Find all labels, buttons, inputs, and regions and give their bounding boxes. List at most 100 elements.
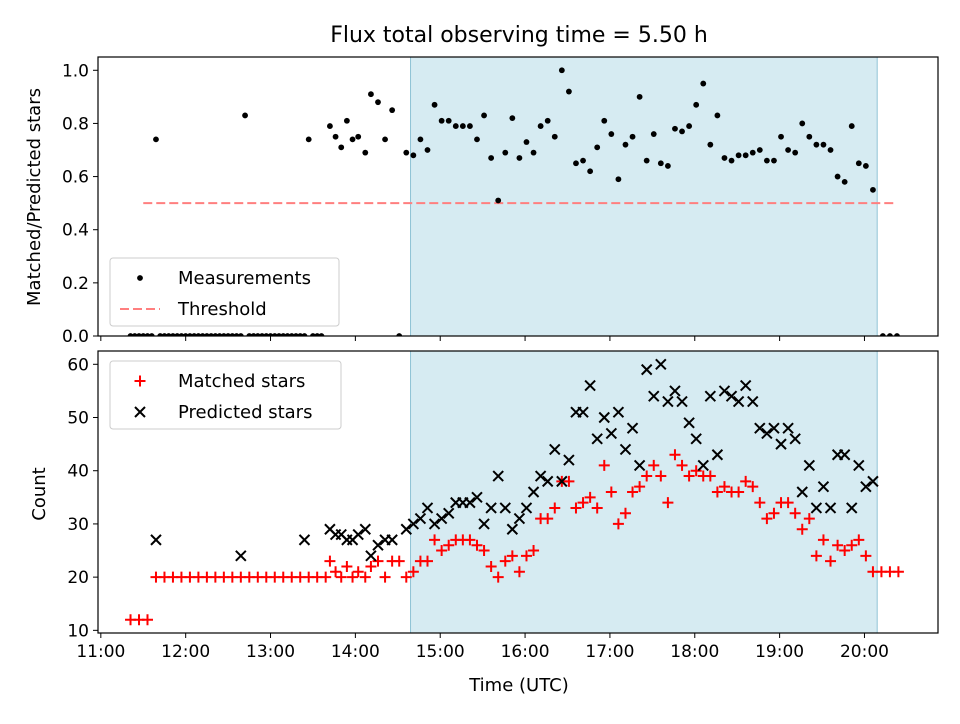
measurement-point <box>343 117 350 124</box>
bottom-legend-label: Predicted stars <box>178 402 312 423</box>
measurement-point <box>452 123 459 129</box>
top-y-tick-label: 0.6 <box>62 168 89 188</box>
measurement-point <box>362 149 369 156</box>
matched-stars-point <box>782 497 794 509</box>
matched-stars-point <box>892 566 904 578</box>
matched-stars-point <box>704 470 716 482</box>
predicted-stars-point <box>775 438 787 450</box>
matched-stars-point <box>563 475 575 487</box>
predicted-stars-point <box>640 363 653 376</box>
measurement-point <box>763 157 770 164</box>
matched-stars-point <box>513 566 525 578</box>
measurement-point <box>742 152 749 159</box>
measurement-point <box>438 117 445 124</box>
predicted-stars-point <box>853 459 865 472</box>
measurement-point <box>516 155 523 161</box>
predicted-stars-point <box>711 449 724 461</box>
predicted-stars-point <box>796 486 808 498</box>
matched-stars-point <box>817 534 829 546</box>
predicted-stars-point <box>527 486 540 498</box>
predicted-stars-point <box>789 433 801 445</box>
measurement-point <box>403 149 410 156</box>
matched-stars-point <box>492 571 504 583</box>
matched-stars-point <box>768 507 780 519</box>
predicted-stars-point <box>298 534 311 546</box>
top-legend-marker <box>137 275 143 281</box>
measurement-point <box>327 123 333 129</box>
matched-stars-point <box>676 459 688 471</box>
predicted-stars-point <box>549 443 561 456</box>
measurement-point <box>650 131 657 137</box>
measurement-point <box>629 133 636 140</box>
measurement-point <box>841 178 848 185</box>
measurement-point <box>459 123 466 129</box>
predicted-stars-point <box>372 539 384 551</box>
matched-stars-point <box>141 614 153 626</box>
measurement-point <box>417 136 424 143</box>
predicted-stars-point <box>697 459 709 472</box>
measurement-point <box>679 128 685 135</box>
matched-stars-point <box>612 518 624 530</box>
measurement-point <box>820 141 827 148</box>
measurement-point <box>813 141 820 148</box>
matched-stars-point <box>393 555 405 567</box>
matched-stars-point <box>619 507 631 519</box>
measurement-point <box>587 168 594 175</box>
matched-stars-point <box>372 555 384 567</box>
measurement-point <box>879 333 886 336</box>
matched-stars-point <box>584 491 596 503</box>
measurement-point <box>862 163 869 169</box>
measurement-point <box>700 80 707 87</box>
predicted-stars-point <box>464 496 476 509</box>
measurement-point <box>355 133 362 140</box>
measurement-point <box>693 101 700 108</box>
matched-stars-point <box>634 481 646 493</box>
bottom-x-tick-label: 18:00 <box>670 642 719 662</box>
matched-stars-point <box>341 560 353 572</box>
predicted-stars-point <box>704 390 717 402</box>
bottom-y-tick-label: 40 <box>67 462 89 482</box>
matched-stars-point <box>853 534 865 546</box>
measurement-point <box>594 144 601 151</box>
predicted-stars-point <box>534 470 547 482</box>
predicted-stars-point <box>817 480 830 493</box>
measurement-point <box>756 147 763 153</box>
bottom-y-tick-label: 50 <box>67 409 89 429</box>
measurement-point <box>566 88 572 95</box>
matched-stars-point <box>846 539 858 551</box>
predicted-stars-point <box>577 406 589 418</box>
matched-stars-point <box>352 566 364 578</box>
measurement-point <box>848 123 855 129</box>
matched-stars-point <box>860 550 872 562</box>
predicted-stars-point <box>435 512 448 525</box>
top-y-axis-label: Matched/Predicted stars <box>24 88 45 306</box>
predicted-stars-point <box>499 502 511 514</box>
measurement-point <box>806 133 813 140</box>
predicted-stars-point <box>761 427 773 440</box>
matched-stars-point <box>789 507 801 519</box>
matched-stars-point <box>669 449 681 461</box>
matched-stars-point <box>754 497 766 509</box>
matched-stars-point <box>443 539 455 551</box>
top-y-tick-label: 0.0 <box>62 327 89 347</box>
bottom-legend-box <box>109 360 342 430</box>
chart-title: Flux total observing time = 5.50 h <box>330 23 708 48</box>
matched-stars-point <box>499 555 511 567</box>
predicted-stars-point <box>782 422 794 434</box>
measurement-point <box>530 149 537 156</box>
measurement-point <box>318 333 325 336</box>
matched-stars-point <box>347 571 359 583</box>
matched-stars-point <box>570 502 582 514</box>
measurement-point <box>349 136 356 143</box>
measurement-point <box>502 149 509 156</box>
matched-stars-point <box>359 571 371 583</box>
matched-stars-point <box>641 470 653 482</box>
measurement-point <box>686 123 693 129</box>
measurement-point <box>474 136 480 143</box>
matched-stars-point <box>436 545 448 557</box>
predicted-stars-point <box>754 422 766 434</box>
predicted-stars-point <box>633 459 646 472</box>
predicted-stars-point <box>626 422 639 434</box>
predicted-stars-point <box>824 502 837 514</box>
